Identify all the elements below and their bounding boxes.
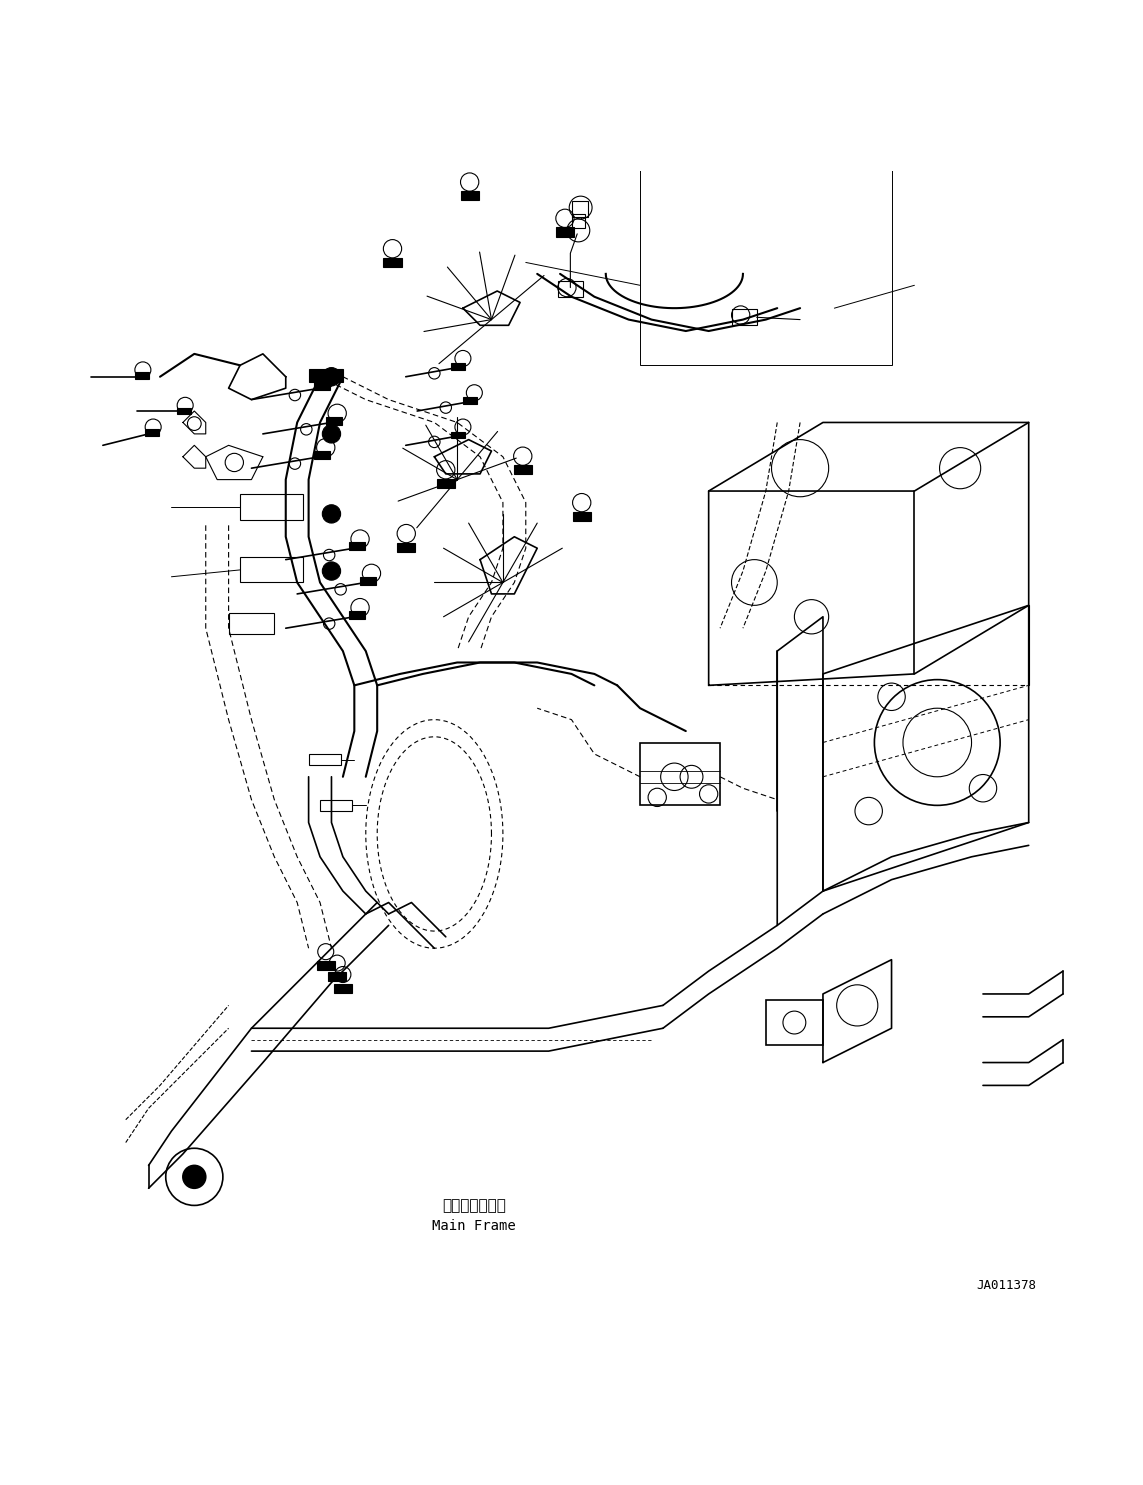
Bar <box>383 258 401 267</box>
Bar <box>317 961 335 970</box>
Bar <box>229 613 274 634</box>
Bar <box>461 192 479 200</box>
Bar <box>240 495 303 520</box>
Bar <box>572 214 585 229</box>
Bar <box>766 999 823 1045</box>
Circle shape <box>322 368 341 386</box>
Bar <box>451 432 465 438</box>
Circle shape <box>322 425 341 443</box>
Bar <box>463 398 477 404</box>
Bar <box>437 480 455 489</box>
Bar <box>314 451 330 459</box>
Bar <box>145 429 159 437</box>
Bar <box>320 799 352 811</box>
Bar <box>572 200 588 217</box>
Text: メインフレーム: メインフレーム <box>442 1198 506 1213</box>
Bar <box>360 576 376 585</box>
Bar <box>573 512 591 521</box>
Bar <box>513 465 531 475</box>
Bar <box>640 742 720 805</box>
Bar <box>451 362 465 370</box>
Bar <box>326 417 342 425</box>
Bar <box>328 973 346 982</box>
Bar <box>732 309 757 325</box>
Bar <box>555 227 574 236</box>
Bar <box>135 373 149 379</box>
Bar <box>309 754 341 765</box>
Text: Main Frame: Main Frame <box>432 1219 517 1233</box>
Bar <box>558 281 583 297</box>
Circle shape <box>322 561 341 581</box>
Bar <box>397 542 415 552</box>
Bar <box>314 383 330 391</box>
Bar <box>309 368 343 383</box>
Bar <box>349 610 365 619</box>
Bar <box>334 983 352 993</box>
Bar <box>640 159 892 365</box>
Bar <box>240 557 303 582</box>
Circle shape <box>183 1166 206 1188</box>
Bar <box>177 407 191 414</box>
Text: JA011378: JA011378 <box>976 1279 1036 1292</box>
Bar <box>349 542 365 551</box>
Circle shape <box>322 505 341 523</box>
